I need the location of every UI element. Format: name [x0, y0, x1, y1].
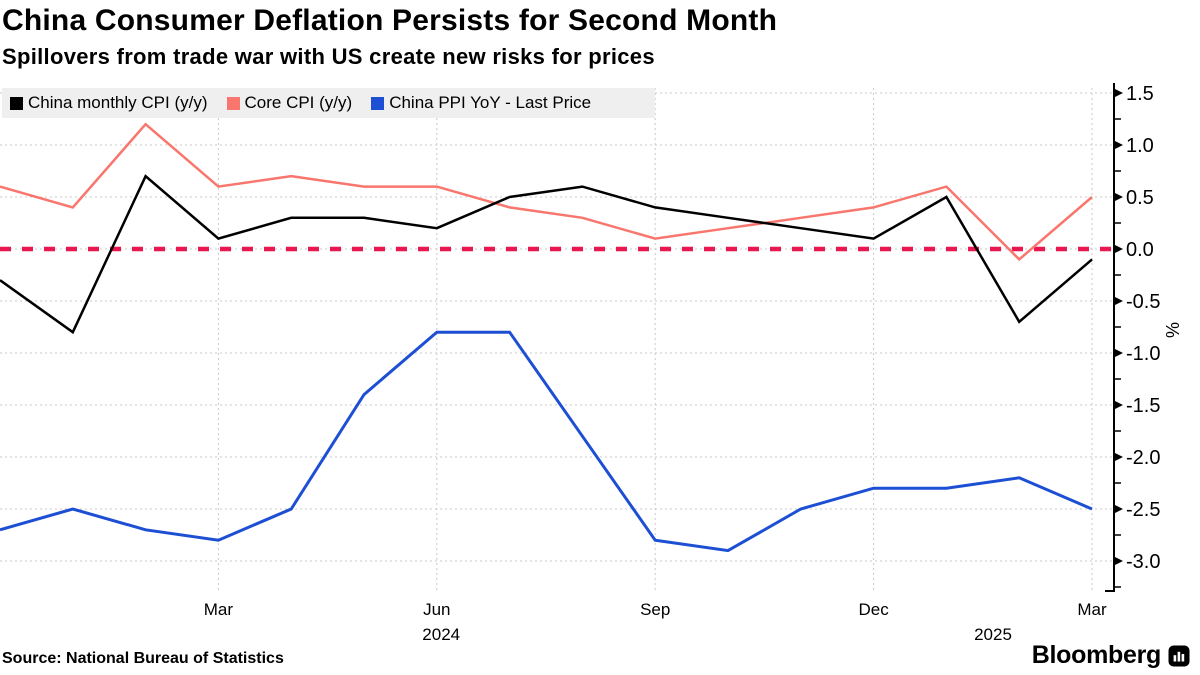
- y-major-tick: [1114, 88, 1123, 98]
- year-label: 2024: [422, 625, 460, 644]
- legend-item-core-cpi: Core CPI (y/y): [226, 93, 353, 113]
- y-major-tick: [1114, 192, 1123, 202]
- legend-label: China PPI YoY - Last Price: [389, 93, 592, 112]
- legend-label: Core CPI (y/y): [244, 93, 353, 112]
- y-tick-label: -1.5: [1126, 395, 1160, 417]
- y-tick-label: 1.0: [1126, 135, 1154, 157]
- y-tick-label: 0.5: [1126, 187, 1154, 209]
- bloomberg-logo: Bloomberg: [1032, 641, 1190, 670]
- year-label: 2025: [974, 625, 1012, 644]
- y-tick-label: -1.0: [1126, 343, 1160, 365]
- y-major-tick: [1114, 556, 1123, 566]
- legend-item-china-monthly-cpi: China monthly CPI (y/y): [10, 93, 208, 113]
- y-tick-label: 1.5: [1126, 83, 1154, 105]
- y-tick-label: -2.5: [1126, 499, 1160, 521]
- chart-legend: China monthly CPI (y/y) Core CPI (y/y) C…: [2, 88, 655, 118]
- x-tick-label: Jun: [423, 600, 450, 619]
- series-line-china-ppi-yoy-last-price: [0, 330, 1093, 553]
- y-tick-label: 0.0: [1126, 239, 1154, 261]
- legend-item-china-ppi: China PPI YoY - Last Price: [371, 93, 591, 113]
- legend-swatch-blue-icon: [371, 96, 385, 110]
- y-major-tick: [1114, 452, 1123, 462]
- y-major-tick: [1114, 244, 1123, 254]
- page-title: China Consumer Deflation Persists for Se…: [2, 4, 778, 37]
- legend-swatch-salmon-icon: [226, 96, 240, 110]
- legend-label: China monthly CPI (y/y): [28, 93, 208, 112]
- y-major-tick: [1114, 400, 1123, 410]
- page-subtitle: Spillovers from trade war with US create…: [2, 44, 655, 69]
- y-axis-unit: %: [1163, 322, 1183, 338]
- y-tick-label: -2.0: [1126, 447, 1160, 469]
- y-major-tick: [1114, 504, 1123, 514]
- y-major-tick: [1114, 296, 1123, 306]
- series-line-china-monthly-cpi-y-y: [0, 174, 1093, 335]
- x-tick-label: Sep: [640, 600, 670, 619]
- y-major-tick: [1114, 140, 1123, 150]
- bloomberg-chart-icon: [1168, 645, 1190, 666]
- y-tick-label: -0.5: [1126, 291, 1160, 313]
- y-major-tick: [1114, 348, 1123, 358]
- bloomberg-wordmark: Bloomberg: [1031, 641, 1162, 669]
- x-tick-label: Dec: [858, 600, 889, 619]
- source-note: Source: National Bureau of Statistics: [2, 650, 284, 667]
- y-tick-label: -3.0: [1126, 551, 1160, 573]
- x-tick-label: Mar: [1077, 600, 1107, 619]
- legend-swatch-black-icon: [10, 96, 23, 110]
- series-line-core-cpi-y-y: [0, 122, 1093, 262]
- x-tick-label: Mar: [204, 600, 234, 619]
